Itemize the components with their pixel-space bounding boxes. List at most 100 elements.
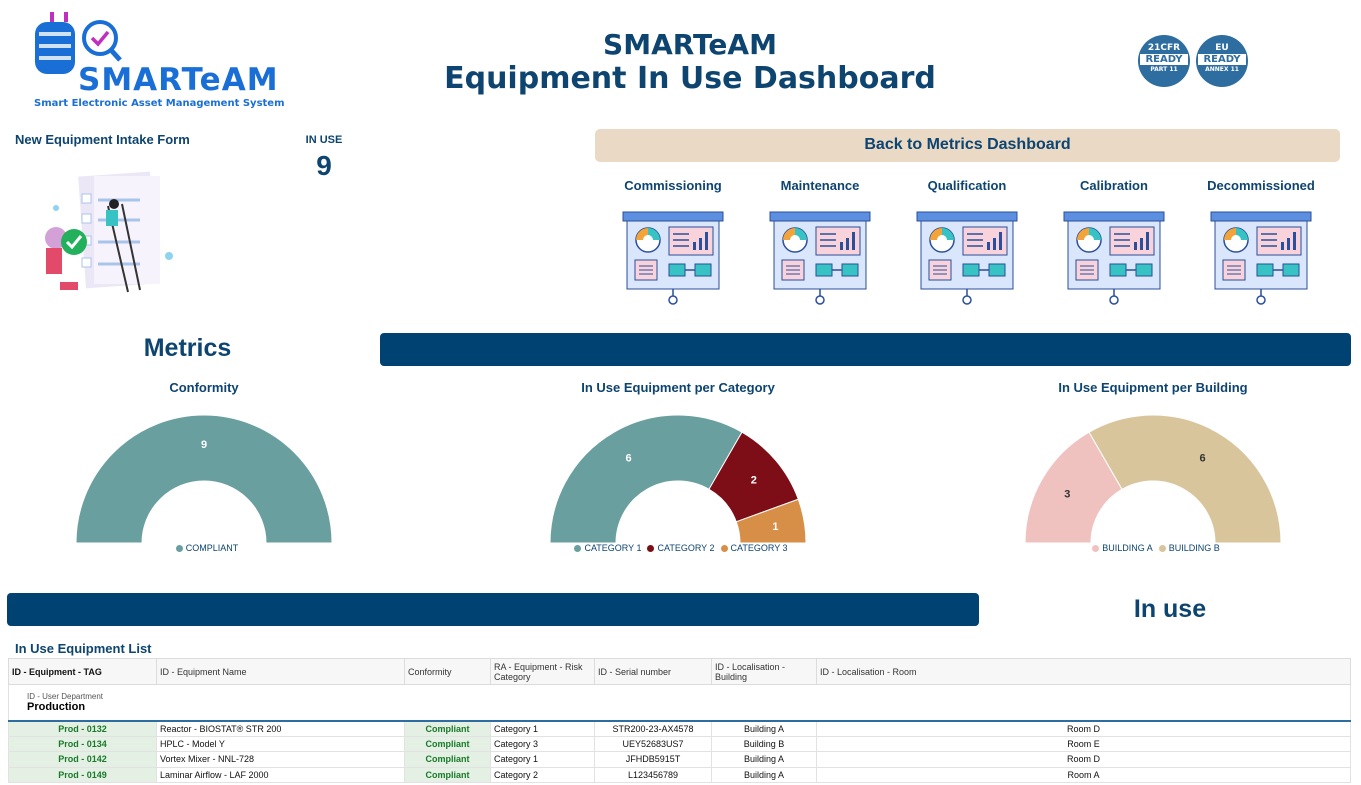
tile-qualification[interactable]: Qualification [907, 178, 1027, 310]
21cfr-ready-badge: 21CFR READY PART 11 [1138, 35, 1190, 87]
chart-title-category: In Use Equipment per Category [581, 380, 775, 395]
legend-label: CATEGORY 2 [657, 543, 715, 553]
legend-swatch [1158, 545, 1166, 553]
slice-value-label: 6 [1199, 452, 1205, 464]
cell-room: Room A [816, 766, 1351, 783]
tile-calibration[interactable]: Calibration [1054, 178, 1174, 310]
slice-building-a[interactable] [1024, 431, 1123, 544]
dashboard-board-icon [916, 211, 1018, 305]
cell-conformity: Compliant [404, 766, 491, 783]
cell-building: Building A [711, 751, 817, 768]
tile-label: Qualification [927, 178, 1007, 193]
slice-building-b[interactable] [1088, 414, 1282, 544]
checklist-illustration-icon[interactable] [34, 166, 184, 296]
group-row: ID - User Department Production [8, 684, 1351, 722]
in-use-kpi-value: 9 [316, 150, 332, 181]
in-use-kpi-label: IN USE [305, 134, 343, 146]
legend-label: BUILDING A [1102, 543, 1153, 553]
building-half-donut: 36 [1024, 414, 1282, 544]
tile-label: Commissioning [624, 178, 722, 193]
legend-swatch [1092, 545, 1100, 553]
cell-category: Category 1 [490, 751, 595, 768]
table-row[interactable]: Prod - 0134 HPLC - Model Y Compliant Catego… [8, 735, 1351, 752]
slice-category-1[interactable] [549, 414, 743, 544]
logo: SMARTeAM Smart Electronic Asset Manageme… [30, 10, 295, 112]
legend-item[interactable]: CATEGORY 1 [568, 543, 641, 553]
legend-item[interactable]: COMPLIANT [170, 543, 239, 553]
slice-value-label: 1 [772, 521, 778, 533]
col-header-building[interactable]: ID - Localisation - Building [711, 658, 817, 685]
legend-item[interactable]: BUILDING A [1086, 543, 1153, 553]
table-row[interactable]: Prod - 0149 Laminar Airflow - LAF 2000 Com… [8, 766, 1351, 783]
list-title: In Use Equipment List [15, 641, 152, 656]
slice-compliant[interactable] [75, 414, 333, 544]
cell-category: Category 2 [490, 766, 595, 783]
bioreactor-check-icon [35, 12, 122, 74]
col-header-room[interactable]: ID - Localisation - Room [816, 658, 1351, 685]
page-title-line2: Equipment In Use Dashboard [444, 61, 936, 96]
in-use-heading: In use [1133, 595, 1207, 623]
col-header-serial[interactable]: ID - Serial number [594, 658, 712, 685]
cell-tag[interactable]: Prod - 0149 [8, 766, 157, 783]
cell-building: Building A [711, 720, 817, 737]
legend-item[interactable]: CATEGORY 2 [641, 543, 715, 553]
slice-value-label: 6 [625, 452, 631, 464]
cell-name: HPLC - Model Y [156, 735, 405, 752]
cell-tag[interactable]: Prod - 0132 [8, 720, 157, 737]
back-to-metrics-button[interactable]: Back to Metrics Dashboard [595, 129, 1340, 162]
legend-item[interactable]: CATEGORY 3 [715, 543, 788, 553]
tile-label: Calibration [1080, 178, 1148, 193]
cell-name: Reactor - BIOSTAT® STR 200 [156, 720, 405, 737]
tile-maintenance[interactable]: Maintenance [760, 178, 880, 310]
legend-item[interactable]: BUILDING B [1153, 543, 1220, 553]
list-banner-bar [7, 593, 979, 626]
slice-value-label: 2 [751, 474, 757, 486]
tile-decommissioned[interactable]: Decommissioned [1201, 178, 1321, 310]
col-header-name[interactable]: ID - Equipment Name [156, 658, 405, 685]
eu-ready-badge: EU READY ANNEX 11 [1196, 35, 1248, 87]
tile-label: Decommissioned [1207, 178, 1315, 193]
cell-name: Laminar Airflow - LAF 2000 [156, 766, 405, 783]
cell-serial: STR200-23-AX4578 [594, 720, 712, 737]
cell-tag[interactable]: Prod - 0134 [8, 735, 157, 752]
cell-name: Vortex Mixer - NNL-728 [156, 751, 405, 768]
legend-swatch [175, 545, 183, 553]
equipment-table: ID - Equipment - TAG ID - Equipment Name… [8, 658, 1351, 783]
table-row[interactable]: Prod - 0132 Reactor - BIOSTAT® STR 200 Com… [8, 720, 1351, 737]
group-value: Production [27, 700, 86, 713]
category-half-donut: 6 2 1 [549, 414, 807, 544]
group-label: ID - User Department [27, 691, 104, 701]
legend-label: CATEGORY 1 [584, 543, 642, 553]
tile-label: Maintenance [780, 178, 860, 193]
tile-commissioning[interactable]: Commissioning [613, 178, 733, 310]
legend-label: BUILDING B [1168, 543, 1220, 553]
dashboard-board-icon [769, 211, 871, 305]
legend-swatch [720, 545, 728, 553]
cell-room: Room D [816, 720, 1351, 737]
cell-conformity: Compliant [404, 735, 491, 752]
conformity-legend: COMPLIANT [54, 543, 354, 553]
building-legend: BUILDING A BUILDING B [1003, 543, 1303, 553]
metrics-banner-bar [380, 333, 1351, 366]
chart-title-conformity: Conformity [169, 380, 239, 395]
col-header-conformity[interactable]: Conformity [404, 658, 491, 685]
cell-serial: JFHDB5915T [594, 751, 712, 768]
slice-category-3[interactable] [735, 498, 807, 544]
cell-room: Room D [816, 751, 1351, 768]
cell-tag[interactable]: Prod - 0142 [8, 751, 157, 768]
intake-form-link[interactable]: New Equipment Intake Form [15, 132, 190, 147]
slice-value-label: 3 [1064, 489, 1070, 501]
dashboard-board-icon [622, 211, 724, 305]
dashboard-board-icon [1063, 211, 1165, 305]
table-row[interactable]: Prod - 0142 Vortex Mixer - NNL-728 Complia… [8, 751, 1351, 768]
col-header-risk[interactable]: RA - Equipment - Risk Category [490, 658, 595, 685]
page-title: SMARTeAM Equipment In Use Dashboard [430, 28, 950, 96]
col-header-tag[interactable]: ID - Equipment - TAG [8, 658, 157, 685]
cell-conformity: Compliant [404, 751, 491, 768]
metrics-heading: Metrics [143, 334, 232, 362]
cell-category: Category 1 [490, 720, 595, 737]
conformity-half-donut: 9 [75, 414, 333, 544]
chart-title-building: In Use Equipment per Building [1058, 380, 1248, 395]
legend-label: COMPLIANT [185, 543, 239, 553]
logo-name: SMARTeAM [78, 62, 279, 98]
